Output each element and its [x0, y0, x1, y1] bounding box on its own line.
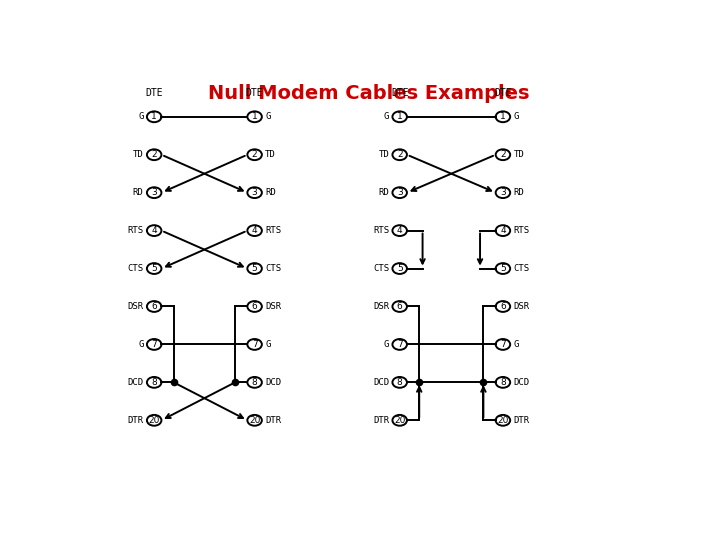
Text: 7: 7 — [252, 340, 258, 349]
Text: 7: 7 — [151, 340, 157, 349]
Text: 6: 6 — [252, 302, 258, 311]
Text: 1: 1 — [151, 112, 157, 122]
Text: 5: 5 — [151, 264, 157, 273]
Text: G: G — [513, 112, 519, 122]
Text: 7: 7 — [500, 340, 505, 349]
Text: 8: 8 — [500, 378, 505, 387]
Text: 4: 4 — [500, 226, 505, 235]
Text: 3: 3 — [151, 188, 157, 197]
Text: DSR: DSR — [127, 302, 143, 311]
Text: 20: 20 — [498, 416, 508, 425]
Text: 2: 2 — [500, 150, 505, 159]
Text: TD: TD — [265, 150, 276, 159]
Text: DCD: DCD — [373, 378, 389, 387]
Text: DTE: DTE — [145, 88, 163, 98]
Text: DTR: DTR — [265, 416, 282, 425]
Text: G: G — [265, 340, 271, 349]
Text: 3: 3 — [397, 188, 402, 197]
Text: 3: 3 — [252, 188, 258, 197]
Text: 4: 4 — [397, 226, 402, 235]
Text: 20: 20 — [394, 416, 405, 425]
Text: CTS: CTS — [265, 264, 282, 273]
Text: 4: 4 — [151, 226, 157, 235]
Text: G: G — [384, 112, 389, 122]
Text: 8: 8 — [252, 378, 258, 387]
Text: 8: 8 — [397, 378, 402, 387]
Text: 6: 6 — [151, 302, 157, 311]
Text: TD: TD — [378, 150, 389, 159]
Text: DCD: DCD — [127, 378, 143, 387]
Text: 20: 20 — [148, 416, 160, 425]
Text: G: G — [138, 340, 143, 349]
Text: 2: 2 — [151, 150, 157, 159]
Text: RD: RD — [265, 188, 276, 197]
Text: 1: 1 — [252, 112, 258, 122]
Text: DSR: DSR — [513, 302, 530, 311]
Text: DTE: DTE — [494, 88, 512, 98]
Text: G: G — [384, 340, 389, 349]
Text: G: G — [265, 112, 271, 122]
Text: 1: 1 — [500, 112, 505, 122]
Text: 8: 8 — [151, 378, 157, 387]
Text: DTR: DTR — [513, 416, 530, 425]
Text: G: G — [138, 112, 143, 122]
Text: DTE: DTE — [391, 88, 408, 98]
Text: DTE: DTE — [246, 88, 264, 98]
Text: RTS: RTS — [513, 226, 530, 235]
Text: CTS: CTS — [127, 264, 143, 273]
Text: 7: 7 — [397, 340, 402, 349]
Text: DSR: DSR — [373, 302, 389, 311]
Text: 20: 20 — [249, 416, 261, 425]
Text: CTS: CTS — [513, 264, 530, 273]
Text: Null Modem Cables Examples: Null Modem Cables Examples — [208, 84, 530, 103]
Text: 2: 2 — [397, 150, 402, 159]
Text: 3: 3 — [500, 188, 505, 197]
Text: 2: 2 — [252, 150, 258, 159]
Text: RD: RD — [132, 188, 143, 197]
Text: 5: 5 — [252, 264, 258, 273]
Text: RTS: RTS — [265, 226, 282, 235]
Text: TD: TD — [513, 150, 524, 159]
Text: RD: RD — [378, 188, 389, 197]
Text: TD: TD — [132, 150, 143, 159]
Text: RTS: RTS — [373, 226, 389, 235]
Text: 1: 1 — [397, 112, 402, 122]
Text: 6: 6 — [500, 302, 505, 311]
Text: DTR: DTR — [127, 416, 143, 425]
Text: RTS: RTS — [127, 226, 143, 235]
Text: DCD: DCD — [265, 378, 282, 387]
Text: 5: 5 — [500, 264, 505, 273]
Text: 6: 6 — [397, 302, 402, 311]
Text: DTR: DTR — [373, 416, 389, 425]
Text: RD: RD — [513, 188, 524, 197]
Text: 5: 5 — [397, 264, 402, 273]
Text: DCD: DCD — [513, 378, 530, 387]
Text: CTS: CTS — [373, 264, 389, 273]
Text: 4: 4 — [252, 226, 258, 235]
Text: DSR: DSR — [265, 302, 282, 311]
Text: G: G — [513, 340, 519, 349]
